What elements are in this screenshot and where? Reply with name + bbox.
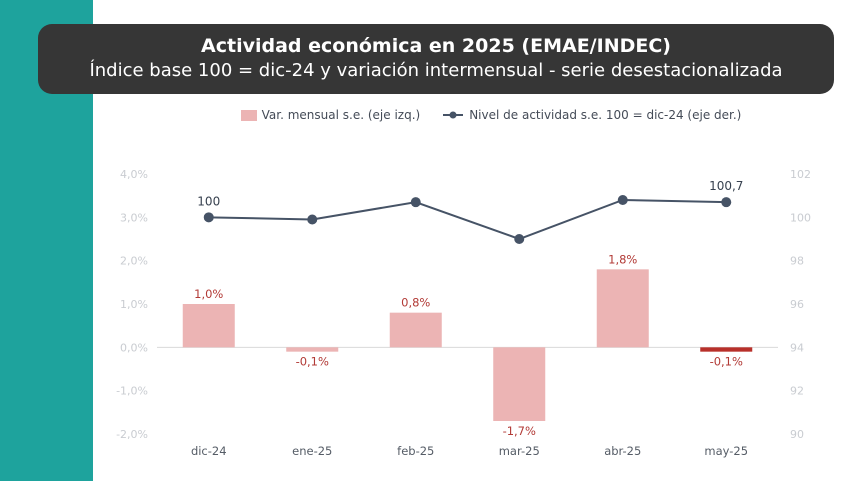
chart-title: Actividad económica en 2025 (EMAE/INDEC) xyxy=(201,35,671,57)
bar xyxy=(286,347,339,352)
bar xyxy=(389,312,442,348)
line-point xyxy=(307,214,318,225)
left-axis-tick-label: -1,0% xyxy=(116,385,148,398)
right-axis-tick-label: 102 xyxy=(790,168,811,181)
bar-data-label: 0,8% xyxy=(401,296,430,310)
x-axis-tick-label: ene-25 xyxy=(292,444,332,458)
right-axis-tick-label: 98 xyxy=(790,255,804,268)
left-axis-tick-label: -2,0% xyxy=(116,428,148,441)
x-axis-tick-label: mar-25 xyxy=(499,444,540,458)
bar xyxy=(700,347,753,352)
line-point xyxy=(410,197,421,208)
line-data-label: 100 xyxy=(197,194,220,208)
right-axis-tick-label: 100 xyxy=(790,211,811,224)
x-axis-tick-label: feb-25 xyxy=(397,444,434,458)
right-axis-tick-label: 92 xyxy=(790,385,804,398)
title-banner: Actividad económica en 2025 (EMAE/INDEC)… xyxy=(38,24,834,94)
x-axis-tick-label: dic-24 xyxy=(191,444,227,458)
left-axis-tick-label: 0,0% xyxy=(120,341,148,354)
legend-bar-label: Var. mensual s.e. (eje izq.) xyxy=(261,108,421,122)
bar-data-label: -0,1% xyxy=(710,355,743,369)
right-axis-tick-label: 96 xyxy=(790,298,804,311)
legend-item-bars: Var. mensual s.e. (eje izq.) xyxy=(121,104,421,126)
line-point xyxy=(514,234,525,244)
legend-item-line: Nivel de actividad s.e. 100 = dic-24 (ej… xyxy=(442,104,741,126)
line-data-label: 100,7 xyxy=(709,179,743,193)
bar xyxy=(182,304,235,348)
left-axis-tick-label: 2,0% xyxy=(120,255,148,268)
bar-data-label: -0,1% xyxy=(296,355,329,369)
left-axis-tick-label: 4,0% xyxy=(120,168,148,181)
legend-line-label: Nivel de actividad s.e. 100 = dic-24 (ej… xyxy=(469,108,742,122)
x-axis-tick-label: may-25 xyxy=(704,444,748,458)
line-point xyxy=(617,195,628,205)
right-axis-tick-label: 90 xyxy=(790,428,804,441)
bar-data-label: 1,8% xyxy=(608,252,637,266)
chart-subtitle: Índice base 100 = dic-24 y variación int… xyxy=(89,60,783,81)
chart-legend: Var. mensual s.e. (eje izq.) Nivel de ac… xyxy=(0,104,862,126)
left-axis-tick-label: 3,0% xyxy=(120,211,148,224)
legend-line-swatch xyxy=(443,111,464,119)
legend-bar-swatch xyxy=(240,109,257,121)
bar-data-label: 1,0% xyxy=(194,287,223,301)
x-axis-tick-label: abr-25 xyxy=(604,444,641,458)
left-axis-tick-label: 1,0% xyxy=(120,298,148,311)
bar xyxy=(493,347,546,421)
line-point xyxy=(721,197,732,208)
bar xyxy=(596,269,649,348)
legend-line-marker xyxy=(449,111,457,119)
bar-data-label: -1,7% xyxy=(503,424,536,438)
line-series-path xyxy=(208,198,727,241)
right-axis-tick-label: 94 xyxy=(790,341,804,354)
line-point xyxy=(203,212,214,223)
